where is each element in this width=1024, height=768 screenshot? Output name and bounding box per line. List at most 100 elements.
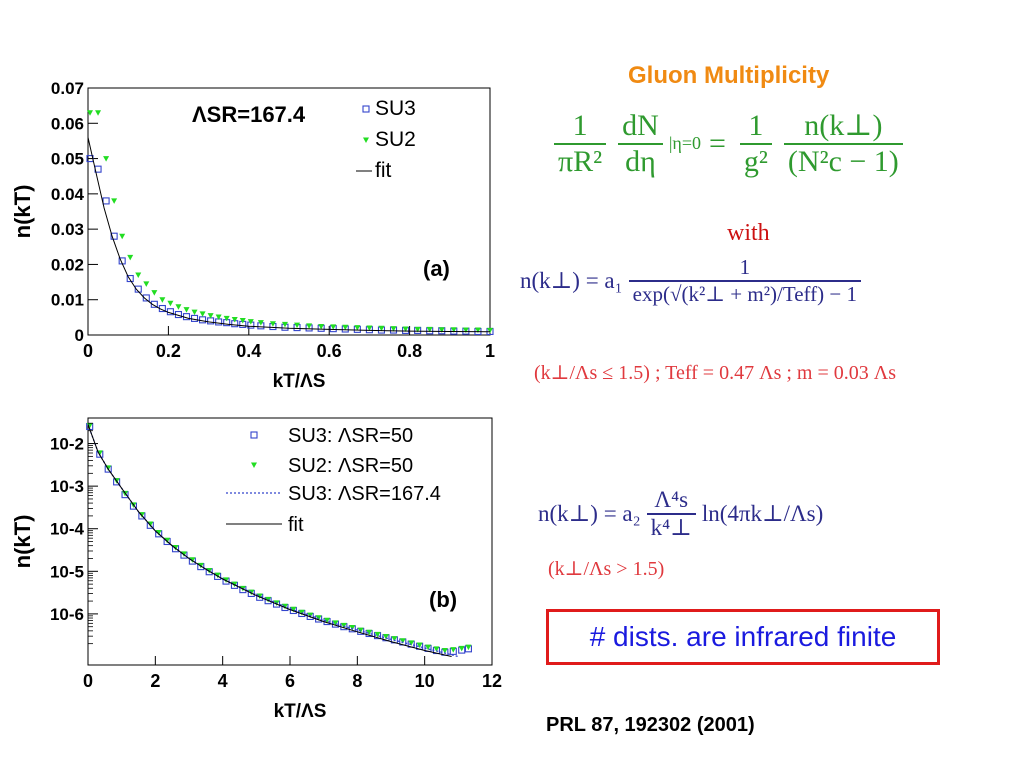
y-axis-label: n(kT) [10,515,35,569]
x-tick-label: 6 [285,671,295,691]
data-point [294,322,301,329]
data-point [167,300,174,307]
data-point [110,232,118,240]
eq-main-rhs1-den: g² [743,144,768,178]
data-point [239,318,246,324]
data-point [450,647,457,653]
eq-main-dn-num: dN [618,109,663,145]
eq-main-eval: |η=0 [668,133,701,153]
data-point [378,325,385,332]
x-tick-label: 12 [482,671,502,691]
series-line [87,137,491,333]
data-point [318,324,325,330]
data-point [190,314,199,322]
legend-a: SU3 SU2 fit [356,97,416,182]
data-point [103,156,110,162]
eq-main-rhs2-num: n(k⊥) [783,108,903,145]
x-tick-label: 0 [83,341,93,361]
series-su2---sr-50 [86,423,472,654]
data-point [290,606,297,613]
page-title: Gluon Multiplicity [628,62,830,89]
plot-frame [87,87,491,336]
legend-marker [362,105,370,113]
eq-main-lhs-den: πR² [558,144,603,178]
data-point [450,327,457,333]
reference: PRL 87, 192302 (2001) [546,714,755,736]
y-tick-label: 0.06 [51,114,84,133]
eq-high-den: k⁴⊥ [650,515,692,540]
equation-low-condition: (k⊥/Λs ≤ 1.5) ; Teff = 0.47 Λs ; m = 0.0… [534,362,897,384]
data-point [207,317,215,325]
data-point [414,326,421,333]
data-point [134,285,142,293]
y-tick-label: 0.03 [51,220,84,239]
annotation-lambda-r: ΛSR=167.4 [192,102,306,127]
data-point [111,198,118,204]
with-label: with [727,220,770,246]
data-point [366,629,373,636]
data-point [142,294,150,302]
legend-label: SU3 [375,97,416,120]
data-point [354,325,361,331]
legend-label: SU3: ΛSR=167.4 [288,483,441,505]
data-point [207,313,214,319]
y-tick-label: 0.07 [51,79,84,98]
data-point [349,625,356,631]
data-point [126,274,134,283]
y-tick-label: 0.01 [51,291,84,310]
y-tick-label: 10-2 [50,435,84,454]
legend-label: SU2 [375,128,416,151]
data-point [438,327,445,333]
eq-main-rhs1-num: 1 [739,109,772,145]
panel-label-a: (a) [423,256,450,281]
x-tick-label: 2 [150,671,160,691]
panel-label-b: (b) [429,587,457,612]
data-point [281,603,288,610]
data-point [215,314,222,321]
data-point [474,327,481,334]
data-point [390,326,397,332]
eq-main-rhs2-den: (N²c − 1) [787,145,899,178]
data-point [332,620,339,626]
eq-main-equals: = [709,126,726,160]
y-tick-label: 10-6 [50,605,84,624]
data-point [357,627,364,634]
data-point [374,631,381,638]
data-point [119,233,126,240]
panel-b: 0 2 4 6 8 10 12 kT/ΛS n(kT) 10-2 10-3 10-4 10-5 10-6 (… [10,417,502,722]
note-text: # dists. are infrared finite [589,621,897,652]
data-point [257,320,264,326]
data-point [342,324,349,331]
eq-high-num: Λ⁴s [646,487,696,515]
data-point [391,636,398,642]
data-point [433,646,440,652]
equation-high-condition: (k⊥/Λs > 1.5) [548,558,665,580]
data-point [102,197,110,205]
data-point [462,327,469,334]
data-point [143,281,150,287]
data-point [155,530,162,536]
x-tick-label: 4 [218,671,228,691]
series-su3---sr-50 [86,422,472,656]
data-point [281,321,288,328]
legend-label: SU2: ΛSR=50 [288,455,413,477]
y-tick-label: 10-3 [50,477,84,496]
plots-svg: 0 0.2 0.4 0.6 0.8 1 kT/ΛS n(kT) 0 0.01 0.02 0.03 0.0… [10,79,502,722]
data-point [366,325,373,331]
x-tick-label: 1 [485,341,495,361]
series-line [87,424,452,657]
eq-high-rhs: ln(4πk⊥/Λs) [701,501,824,526]
y-axis-label: n(kT) [10,185,35,239]
data-point [87,110,94,116]
data-point [330,324,337,330]
equation-main: 1 πR² dN dη |η=0 = 1 g² n(k⊥) (N²c − 1) [548,108,909,179]
data-point [95,110,102,116]
y-tick-label: 0.02 [51,255,84,274]
legend-marker [250,431,258,439]
series-su3 [86,155,494,336]
eq-low-num: 1 [628,255,861,282]
eq-main-dn-den: dη [625,144,656,178]
eq-low-lhs: n(k⊥) = a₁ [520,268,623,293]
x-tick-label: 0.2 [156,341,181,361]
data-point [159,297,166,303]
